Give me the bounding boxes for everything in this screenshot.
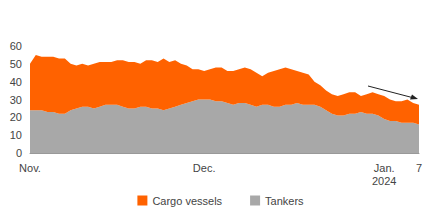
svg-text:40: 40: [10, 76, 22, 88]
svg-text:2024: 2024: [372, 175, 396, 187]
svg-text:Cargo vessels: Cargo vessels: [152, 195, 222, 207]
svg-text:20: 20: [10, 111, 22, 123]
svg-text:Dec.: Dec.: [193, 162, 216, 174]
svg-text:60: 60: [10, 40, 22, 52]
svg-text:50: 50: [10, 58, 22, 70]
svg-text:7: 7: [416, 162, 422, 174]
svg-text:10: 10: [10, 129, 22, 141]
svg-text:30: 30: [10, 94, 22, 106]
svg-text:Tankers: Tankers: [265, 195, 304, 207]
svg-text:0: 0: [16, 147, 22, 159]
svg-text:Nov.: Nov.: [19, 162, 41, 174]
svg-text:Jan.: Jan.: [374, 162, 395, 174]
